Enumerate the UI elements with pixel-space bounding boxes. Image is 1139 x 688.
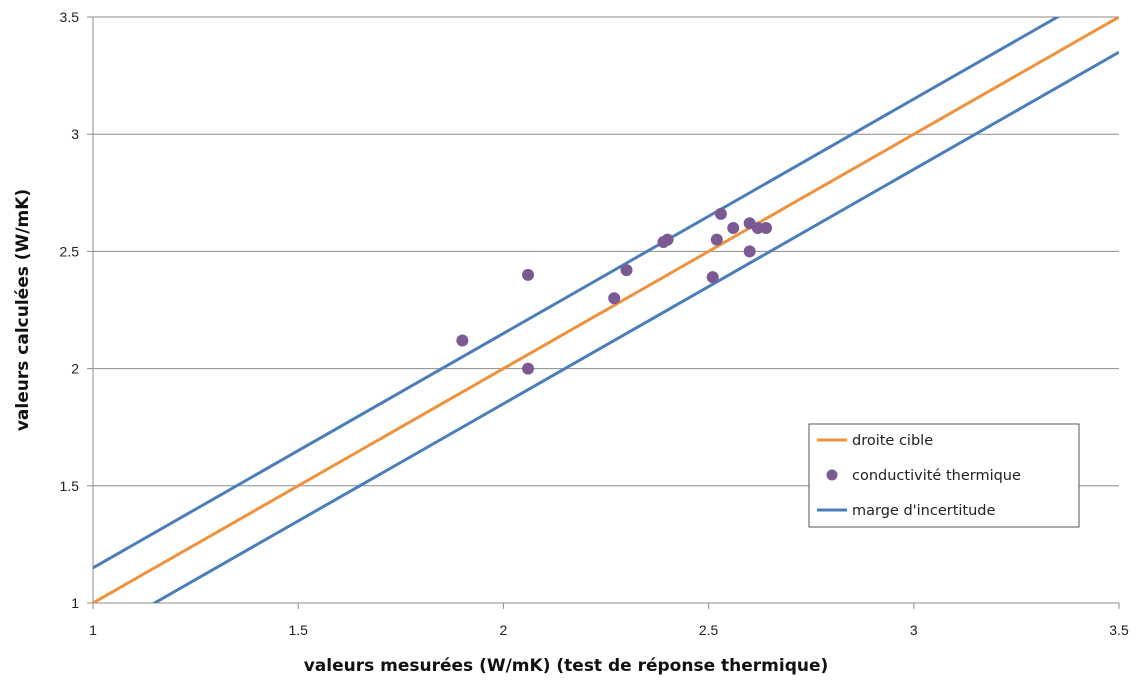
x-tick-label-0: 1 <box>89 622 97 638</box>
data-point-3 <box>608 292 621 305</box>
axes <box>87 16 1120 609</box>
data-point-8 <box>710 233 723 246</box>
x-tick-label-2: 2 <box>500 622 508 638</box>
data-point-4 <box>620 264 633 277</box>
legend-box <box>808 423 1080 528</box>
y-tick-label-5: 3.5 <box>60 9 80 25</box>
series-line-3 <box>151 50 1119 603</box>
scatter-points <box>456 207 773 375</box>
x-axis-title: valeurs mesurées (W/mK) (test de réponse… <box>304 656 829 676</box>
series-lines <box>93 17 1119 603</box>
y-tick-label-4: 3 <box>71 126 79 142</box>
y-tick-labels: 1 1.5 2 2.5 3 3.5 <box>60 9 80 611</box>
gridlines <box>93 16 1119 487</box>
data-point-14 <box>760 221 773 234</box>
legend-label-target-line: droite cible <box>852 433 933 449</box>
x-tick-label-3: 2.5 <box>699 622 719 638</box>
data-point-13 <box>751 221 764 234</box>
data-point-12 <box>743 245 756 258</box>
data-point-2 <box>522 362 535 375</box>
data-point-9 <box>714 207 727 220</box>
y-tick-label-0: 1 <box>71 595 79 611</box>
legend: droite cible conductivité thermique marg… <box>808 423 1080 528</box>
data-point-7 <box>706 271 719 284</box>
x-tick-labels: 1 1.5 2 2.5 3 3.5 <box>89 622 1129 638</box>
legend-swatch-conductivity <box>826 469 838 481</box>
x-tick-label-4: 3 <box>910 622 918 638</box>
legend-label-conductivity: conductivité thermique <box>852 468 1021 484</box>
data-point-10 <box>727 221 740 234</box>
y-tick-label-1: 1.5 <box>60 478 80 494</box>
y-axis-title: valeurs calculées (W/mK) <box>13 189 33 431</box>
data-point-0 <box>456 334 469 347</box>
series-line-0 <box>93 17 1119 603</box>
legend-label-uncertainty: marge d'incertitude <box>852 503 996 519</box>
x-tick-label-1: 1.5 <box>288 622 308 638</box>
y-tick-label-2: 2 <box>71 361 79 377</box>
y-tick-label-3: 2.5 <box>60 243 80 259</box>
series-line-2 <box>93 17 1061 570</box>
data-point-6 <box>661 233 674 246</box>
data-point-1 <box>522 268 535 281</box>
x-tick-label-5: 3.5 <box>1109 622 1129 638</box>
